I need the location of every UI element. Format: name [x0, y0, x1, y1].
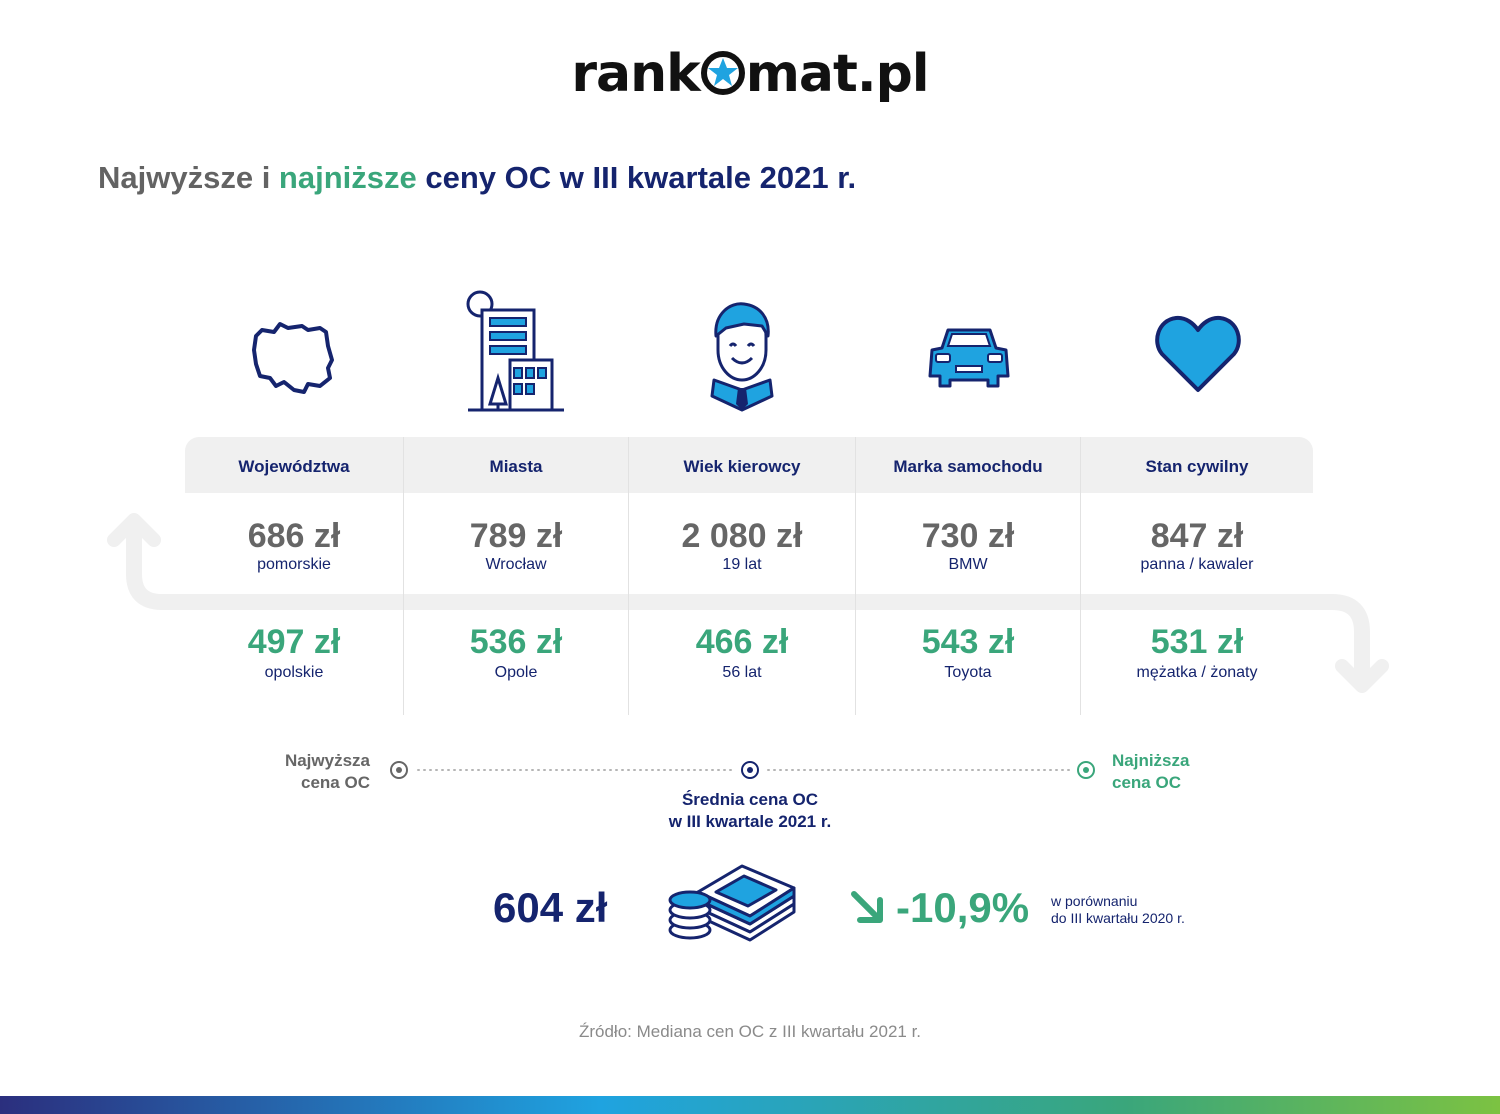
city-buildings-icon [466, 290, 564, 412]
table-header [185, 437, 1313, 493]
legend-highest: Najwyższa cena OC [240, 750, 370, 794]
lowest-price: 531 zł [1150, 623, 1244, 661]
column-divider [628, 437, 629, 715]
arrow-down-right-icon [851, 891, 883, 923]
legend-dots-icon [390, 761, 1095, 779]
comparison-line1: w porównaniu [1051, 893, 1138, 909]
legend-average-line1: Średnia cena OC [681, 790, 819, 809]
lowest-label: mężatka / żonaty [1136, 664, 1258, 681]
column-header: Miasta [489, 457, 543, 476]
column-header: Stan cywilny [1145, 457, 1249, 476]
heart-icon [1155, 315, 1241, 392]
legend-lowest-line2: cena OC [1112, 773, 1181, 792]
column-header: Województwa [238, 457, 350, 476]
lowest-price: 466 zł [695, 623, 789, 661]
legend-lowest: Najniższa cena OC [1112, 750, 1252, 794]
bottom-gradient-bar [0, 1096, 1500, 1114]
driver-face-icon [710, 302, 774, 412]
lowest-label: Toyota [944, 664, 992, 681]
page-title: Najwyższe i najniższe ceny OC w III kwar… [98, 160, 856, 196]
source-note: Źródło: Mediana cen OC z III kwartału 20… [578, 1022, 922, 1041]
highest-price: 789 zł [469, 517, 563, 555]
highest-price: 2 080 zł [681, 517, 803, 555]
highest-label: BMW [948, 556, 988, 573]
lowest-price: 497 zł [247, 623, 341, 661]
column-divider [1080, 437, 1081, 715]
highest-price: 847 zł [1150, 517, 1244, 555]
highest-price: 686 zł [247, 517, 341, 555]
price-change: -10,9% [896, 884, 1030, 931]
car-icon [928, 328, 1010, 388]
title-lowest: najniższe [278, 160, 417, 195]
highest-price: 730 zł [921, 517, 1015, 555]
lowest-label: Opole [494, 664, 538, 681]
lowest-price: 543 zł [921, 623, 1015, 661]
legend-average-line2: w III kwartale 2021 r. [668, 812, 832, 831]
column-divider [403, 437, 404, 715]
brand-logo: rank mat.pl [0, 44, 1500, 104]
highest-label: 19 lat [722, 556, 762, 573]
money-icon [668, 864, 796, 942]
title-connector: i [253, 160, 279, 195]
legend-average: Średnia cena OC w III kwartale 2021 r. [600, 789, 900, 833]
comparison-note: w porównaniu do III kwartału 2020 r. [1051, 893, 1185, 927]
title-highest: Najwyższe [98, 160, 254, 195]
row-separator [185, 598, 1313, 606]
brand-name-end: mat.pl [745, 44, 930, 104]
comparison-line2: do III kwartału 2020 r. [1051, 910, 1185, 926]
highest-label: pomorskie [257, 556, 331, 573]
column-header: Wiek kierowcy [683, 457, 801, 476]
poland-map-icon [252, 322, 334, 394]
legend-lowest-line1: Najniższa [1112, 751, 1190, 770]
column-divider [855, 437, 856, 715]
highest-label: Wrocław [485, 556, 547, 573]
logo-star-icon [700, 51, 745, 95]
column-header: Marka samochodu [893, 457, 1043, 476]
legend-highest-line2: cena OC [301, 773, 370, 792]
brand-name-start: rank [571, 44, 700, 104]
lowest-price: 536 zł [469, 623, 563, 661]
lowest-label: opolskie [264, 664, 324, 681]
legend-highest-line1: Najwyższa [284, 751, 370, 770]
average-price: 604 zł [493, 884, 608, 931]
lowest-label: 56 lat [722, 664, 762, 681]
highest-label: panna / kawaler [1140, 556, 1254, 573]
title-rest: ceny OC w III kwartale 2021 r. [416, 160, 857, 195]
